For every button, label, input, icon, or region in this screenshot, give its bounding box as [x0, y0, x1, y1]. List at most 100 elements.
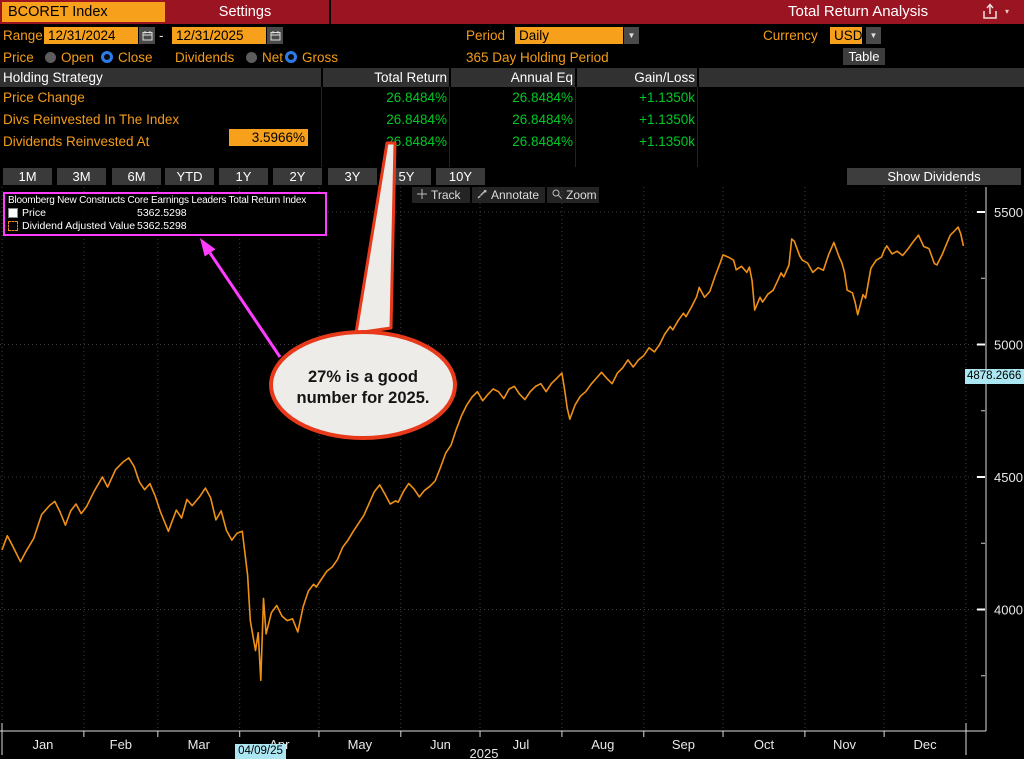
radio-price-close-label[interactable]: Close	[118, 50, 153, 65]
annual-eq-value: 26.8484%	[512, 90, 573, 105]
legend-item-value: 5362.5298	[137, 219, 187, 232]
annotate-pencil-icon	[477, 187, 487, 203]
table-row: Dividends Reinvested At 26.8484% 26.8484…	[0, 131, 1024, 153]
dividend-adjusted-swatch-icon	[8, 220, 18, 231]
table-row: Price Change 26.8484% 26.8484% +1.1350k	[0, 87, 1024, 109]
track-label: Track	[431, 188, 461, 202]
share-dropdown-caret-icon[interactable]: ▾	[1005, 7, 1010, 16]
radio-dividends-net-label[interactable]: Net	[262, 50, 284, 65]
column-divider	[575, 87, 576, 167]
range-button-1m[interactable]: 1M	[3, 168, 52, 185]
radio-dividends-gross-label[interactable]: Gross	[302, 50, 339, 65]
range-button-5y[interactable]: 5Y	[382, 168, 431, 185]
zoom-button[interactable]: Zoom	[547, 187, 599, 203]
total-return-value: 26.8484%	[386, 112, 447, 127]
annual-eq-value: 26.8484%	[512, 112, 573, 127]
total-return-value: 26.8484%	[386, 134, 447, 149]
header-gain-loss: Gain/Loss	[634, 70, 695, 85]
x-axis-month-label: Oct	[754, 737, 775, 752]
annual-eq-value: 26.8484%	[512, 134, 573, 149]
title-bar: BCORET Index Settings Total Return Analy…	[0, 0, 1024, 24]
currency-caret-icon[interactable]: ▼	[866, 27, 881, 44]
x-axis-month-label: Nov	[833, 737, 857, 752]
period-caret-icon[interactable]: ▼	[624, 27, 639, 44]
radio-dividends-net[interactable]	[246, 52, 257, 63]
radio-price-open[interactable]	[45, 52, 56, 63]
header-divider	[321, 68, 323, 87]
dividends-label: Dividends	[175, 50, 235, 65]
crosshair-value-tag: 4878.2666	[965, 369, 1024, 384]
x-axis-month-label: Aug	[591, 737, 614, 752]
row-label: Divs Reinvested In The Index	[3, 112, 180, 127]
table-button[interactable]: Table	[843, 48, 885, 65]
radio-dividends-gross[interactable]	[285, 51, 297, 63]
currency-select[interactable]: USD	[830, 27, 863, 44]
show-dividends-button[interactable]: Show Dividends	[847, 168, 1021, 185]
header-divider	[449, 68, 451, 87]
row-label: Price Change	[3, 90, 85, 105]
magnifier-icon	[552, 187, 562, 203]
export-share-icon[interactable]	[979, 3, 1001, 21]
header-annual-eq: Annual Eq	[510, 70, 573, 85]
header-divider	[575, 68, 577, 87]
y-axis-tick-label: 5500	[994, 205, 1023, 220]
range-button-3y[interactable]: 3Y	[328, 168, 377, 185]
row-label: Dividends Reinvested At	[3, 134, 150, 149]
range-end-input[interactable]	[172, 27, 266, 44]
column-divider	[449, 87, 450, 167]
currency-label: Currency	[763, 28, 818, 43]
legend-item-label: Price	[22, 206, 46, 219]
crosshair-date-tag: 04/09/25	[235, 744, 286, 759]
radio-price-close[interactable]	[101, 51, 113, 63]
zoom-label: Zoom	[566, 188, 597, 202]
price-chart[interactable]: 5500500045004000JanFebMarAprMayJunJulAug…	[0, 185, 1024, 759]
security-ticker[interactable]: BCORET Index	[2, 2, 165, 22]
price-line	[1, 226, 965, 682]
x-axis-month-label: Sep	[672, 737, 695, 752]
range-button-3m[interactable]: 3M	[57, 168, 106, 185]
header-divider	[697, 68, 699, 87]
price-swatch-icon	[8, 207, 18, 218]
x-axis-month-label: Dec	[914, 737, 938, 752]
y-axis-tick-label: 5000	[994, 338, 1023, 353]
legend-item-value: 5362.5298	[137, 206, 187, 219]
chart-legend[interactable]: Bloomberg New Constructs Core Earnings L…	[3, 192, 327, 236]
track-button[interactable]: Track	[412, 187, 470, 203]
calendar-icon[interactable]	[267, 27, 283, 44]
table-header-row: Holding Strategy Total Return Annual Eq …	[0, 68, 1024, 87]
range-button-1y[interactable]: 1Y	[219, 168, 268, 185]
tab-settings[interactable]: Settings	[218, 4, 272, 20]
annotate-button[interactable]: Annotate	[472, 187, 545, 203]
holding-period-text: 365 Day Holding Period	[466, 50, 609, 65]
range-button-10y[interactable]: 10Y	[436, 168, 485, 185]
range-button-6m[interactable]: 6M	[112, 168, 161, 185]
header-holding-strategy: Holding Strategy	[3, 70, 103, 85]
x-axis-month-label: Jan	[32, 737, 53, 752]
calendar-icon[interactable]	[139, 27, 155, 44]
x-axis-year-label: 2025	[470, 746, 499, 759]
radio-price-open-label[interactable]: Open	[61, 50, 95, 65]
gain-loss-value: +1.1350k	[639, 112, 695, 127]
x-axis-month-label: Feb	[110, 737, 132, 752]
reinvest-rate-input[interactable]	[229, 129, 308, 146]
annotate-label: Annotate	[491, 188, 540, 202]
x-axis-month-label: Jul	[513, 737, 530, 752]
track-crosshair-icon	[417, 187, 427, 203]
range-button-2y[interactable]: 2Y	[273, 168, 322, 185]
gain-loss-value: +1.1350k	[639, 90, 695, 105]
page-title: Total Return Analysis	[788, 3, 929, 20]
total-return-value: 26.8484%	[386, 90, 447, 105]
range-start-input[interactable]	[44, 27, 138, 44]
range-button-ytd[interactable]: YTD	[165, 168, 214, 185]
period-label: Period	[466, 28, 506, 43]
range-label: Range	[3, 28, 43, 43]
titlebar-divider	[329, 0, 331, 24]
legend-title: Bloomberg New Constructs Core Earnings L…	[8, 195, 307, 206]
column-divider	[321, 87, 322, 167]
legend-item-label: Dividend Adjusted Value	[22, 219, 136, 232]
gain-loss-value: +1.1350k	[639, 134, 695, 149]
header-total-return: Total Return	[374, 70, 447, 85]
dividend-adjusted-line	[1, 226, 964, 681]
period-select[interactable]: Daily	[515, 27, 623, 44]
